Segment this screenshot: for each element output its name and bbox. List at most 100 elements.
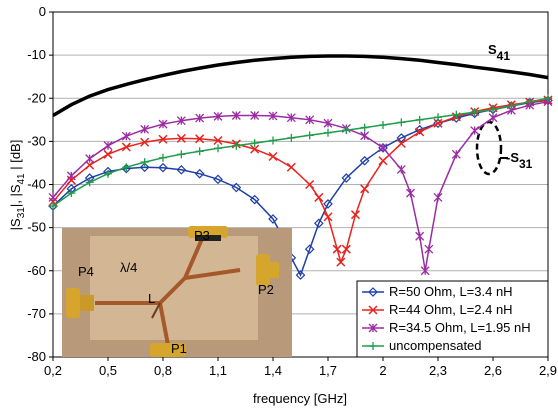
y-tick-label: -10 (27, 47, 46, 62)
marker (304, 244, 315, 255)
marker (121, 142, 131, 152)
marker (452, 110, 461, 119)
marker (415, 127, 425, 137)
marker (488, 113, 498, 123)
y-tick-label: -70 (27, 306, 46, 321)
legend-label: R=44 Ohm, L=2.4 nH (389, 302, 513, 317)
marker (103, 141, 113, 151)
subscript: 41 (16, 173, 27, 185)
marker (158, 162, 168, 173)
marker (195, 113, 205, 123)
marker (249, 194, 260, 205)
legend-box (356, 280, 549, 358)
marker (323, 199, 333, 209)
legend-label: R=50 Ohm, L=3.4 nH (389, 284, 513, 299)
marker (103, 149, 113, 159)
text-part: |S (8, 218, 23, 230)
x-tick-label: 2 (379, 363, 386, 378)
marker (420, 266, 430, 276)
marker (66, 175, 76, 185)
marker (177, 150, 186, 159)
y-axis-label: |S31|, |S41 | [dB] (8, 140, 27, 231)
marker (336, 257, 346, 267)
y-tick-label: -30 (27, 133, 46, 148)
y-tick-label: -60 (27, 263, 46, 278)
marker (360, 131, 370, 141)
marker (406, 188, 415, 198)
marker (544, 94, 552, 103)
marker (378, 156, 388, 166)
marker (379, 120, 387, 129)
y-tick-label: -20 (27, 90, 46, 105)
x-tick-label: 0,2 (44, 363, 62, 378)
marker (159, 153, 167, 162)
connector (265, 262, 279, 278)
x-tick-label: 1,4 (264, 363, 282, 378)
marker (213, 174, 223, 185)
marker (232, 141, 241, 150)
annotation-ellipse (475, 120, 503, 176)
inset-label: λ/4 (120, 260, 137, 275)
marker (268, 151, 278, 161)
inset-label: P1 (171, 341, 187, 356)
marker (323, 212, 333, 222)
marker (314, 192, 324, 202)
inset-label: P2 (258, 282, 274, 297)
marker (49, 202, 57, 211)
marker (305, 131, 314, 140)
marker (66, 171, 76, 181)
legend: R=50 Ohm, L=3.4 nH R=44 Ohm, L=2.4 nH R=34… (356, 280, 549, 358)
inductor (151, 302, 161, 319)
marker (295, 270, 306, 280)
marker (195, 134, 205, 144)
marker (213, 111, 223, 121)
marker (85, 154, 95, 164)
marker (158, 134, 168, 144)
plot-frame (52, 11, 549, 358)
marker (67, 189, 76, 198)
marker (231, 111, 241, 120)
marker (214, 144, 222, 153)
marker (250, 139, 259, 148)
marker (434, 113, 442, 122)
marker (360, 123, 369, 132)
series-line (52, 54, 549, 118)
marker (368, 287, 378, 297)
marker (360, 184, 370, 194)
marker (140, 137, 150, 147)
y-tick-label: -80 (27, 349, 46, 364)
subscript: 31 (519, 157, 533, 171)
marker (369, 342, 377, 350)
marker (396, 164, 406, 174)
marker (424, 244, 434, 254)
marker (368, 323, 378, 333)
marker (451, 149, 461, 159)
marker (342, 126, 351, 135)
marker (231, 182, 242, 193)
x-tick-label: 0,5 (99, 363, 117, 378)
subscript: 31 (16, 207, 27, 219)
marker (396, 139, 406, 149)
x-tick-label: 2,9 (539, 363, 557, 378)
text-part: S (488, 42, 497, 57)
connector (80, 295, 94, 311)
marker (415, 115, 424, 124)
x-tick-label: 2,6 (484, 363, 502, 378)
marker (396, 133, 407, 143)
marker (378, 143, 388, 153)
marker (48, 192, 58, 202)
marker (213, 135, 223, 146)
marker (122, 163, 131, 172)
x-axis-label: frequency [GHz] (253, 391, 347, 406)
marker (341, 244, 351, 254)
marker (194, 168, 205, 179)
series-line (52, 97, 549, 207)
inset-label: P4 (78, 264, 94, 279)
marker (470, 126, 480, 136)
marker (525, 97, 534, 106)
marker (176, 133, 186, 143)
inset-label: P3 (194, 228, 210, 243)
marker (176, 164, 187, 175)
marker (305, 179, 315, 190)
text-part: | [dB] (8, 140, 23, 174)
